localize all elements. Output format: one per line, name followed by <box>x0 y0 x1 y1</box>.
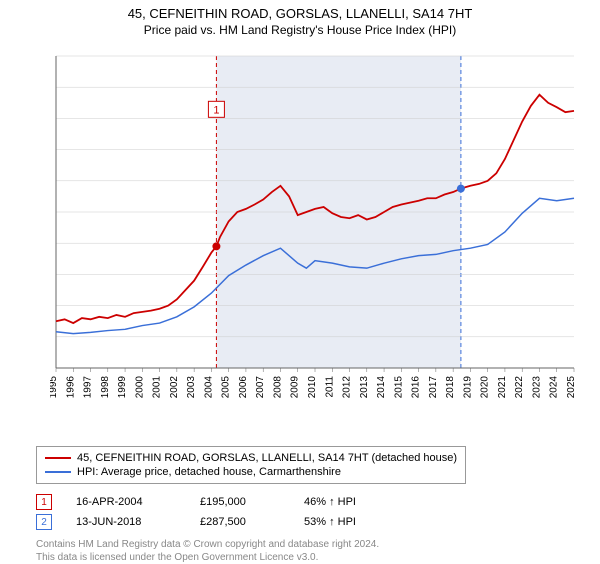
title-main: 45, CEFNEITHIN ROAD, GORSLAS, LLANELLI, … <box>0 6 600 21</box>
sale-marker: 1 <box>36 494 52 510</box>
x-tick-label: 2006 <box>238 376 249 399</box>
x-tick-label: 2007 <box>255 376 266 399</box>
x-tick-label: 2014 <box>376 376 387 399</box>
x-tick-label: 2019 <box>462 376 473 399</box>
x-tick-label: 2009 <box>290 376 301 399</box>
sale-dot <box>457 185 465 193</box>
x-tick-label: 2025 <box>566 376 577 399</box>
x-tick-label: 2004 <box>203 376 214 399</box>
x-tick-label: 2002 <box>169 376 180 399</box>
x-tick-label: 2023 <box>531 376 542 399</box>
x-tick-label: 2018 <box>445 376 456 399</box>
sale-price: £287,500 <box>200 516 280 528</box>
x-tick-label: 1996 <box>65 376 76 399</box>
sales-table: 1 16-APR-2004 £195,000 46% ↑ HPI 2 13-JUN-201… <box>36 492 576 532</box>
legend-row: 45, CEFNEITHIN ROAD, GORSLAS, LLANELLI, … <box>45 451 457 465</box>
x-tick-label: 2017 <box>428 376 439 399</box>
sale-price: £195,000 <box>200 496 280 508</box>
sale-dot <box>212 242 220 250</box>
x-tick-label: 2012 <box>342 376 353 399</box>
copyright-line2: This data is licensed under the Open Gov… <box>36 551 576 564</box>
x-tick-label: 1999 <box>117 376 128 399</box>
chart-svg: £0£50K£100K£150K£200K£250K£300K£350K£400… <box>50 50 580 410</box>
x-tick-label: 2011 <box>324 376 335 398</box>
x-tick-label: 2016 <box>411 376 422 399</box>
sale-row: 1 16-APR-2004 £195,000 46% ↑ HPI <box>36 492 576 512</box>
copyright: Contains HM Land Registry data © Crown c… <box>36 538 576 564</box>
sale-marker-number: 1 <box>213 104 219 116</box>
x-tick-label: 1997 <box>83 376 94 399</box>
x-tick-label: 1998 <box>100 376 111 399</box>
legend-label: 45, CEFNEITHIN ROAD, GORSLAS, LLANELLI, … <box>77 452 457 464</box>
x-tick-label: 2020 <box>480 376 491 399</box>
footer: 45, CEFNEITHIN ROAD, GORSLAS, LLANELLI, … <box>36 446 576 564</box>
sale-row: 2 13-JUN-2018 £287,500 53% ↑ HPI <box>36 512 576 532</box>
x-tick-label: 2024 <box>549 376 560 399</box>
titles: 45, CEFNEITHIN ROAD, GORSLAS, LLANELLI, … <box>0 0 600 37</box>
x-tick-label: 2021 <box>497 376 508 399</box>
x-tick-label: 2003 <box>186 376 197 399</box>
legend-swatch <box>45 457 71 459</box>
x-tick-label: 2013 <box>359 376 370 399</box>
legend-label: HPI: Average price, detached house, Carm… <box>77 466 341 478</box>
x-tick-label: 2008 <box>272 376 283 399</box>
sale-date: 13-JUN-2018 <box>76 516 176 528</box>
x-tick-label: 2010 <box>307 376 318 399</box>
sale-pct: 53% ↑ HPI <box>304 516 384 528</box>
title-sub: Price paid vs. HM Land Registry's House … <box>0 23 600 37</box>
sale-pct: 46% ↑ HPI <box>304 496 384 508</box>
x-tick-label: 1995 <box>50 376 59 399</box>
chart-container: 45, CEFNEITHIN ROAD, GORSLAS, LLANELLI, … <box>0 0 600 560</box>
x-tick-label: 2005 <box>221 376 232 399</box>
legend: 45, CEFNEITHIN ROAD, GORSLAS, LLANELLI, … <box>36 446 466 484</box>
legend-swatch <box>45 471 71 473</box>
chart-area: £0£50K£100K£150K£200K£250K£300K£350K£400… <box>50 50 580 410</box>
copyright-line1: Contains HM Land Registry data © Crown c… <box>36 538 576 551</box>
x-tick-label: 2001 <box>152 376 163 399</box>
sale-date: 16-APR-2004 <box>76 496 176 508</box>
x-tick-label: 2015 <box>393 376 404 399</box>
sale-marker: 2 <box>36 514 52 530</box>
legend-row: HPI: Average price, detached house, Carm… <box>45 465 457 479</box>
x-tick-label: 2022 <box>514 376 525 399</box>
x-tick-label: 2000 <box>134 376 145 399</box>
